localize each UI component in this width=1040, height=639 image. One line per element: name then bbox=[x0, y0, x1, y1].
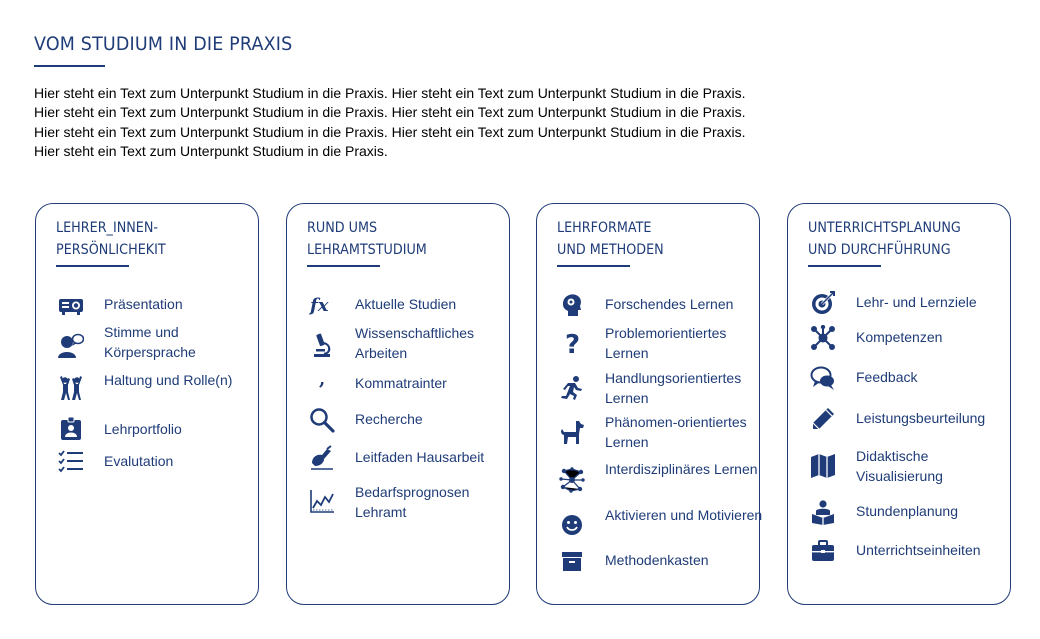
reading-person-icon bbox=[806, 499, 840, 525]
item-label: Problemorientiertes Lernen bbox=[605, 325, 727, 361]
head-gears-icon bbox=[555, 292, 589, 318]
item-label: Stimme und Körpersprache bbox=[104, 324, 196, 360]
card-heading-line: UND DURCHFÜHRUNG bbox=[808, 242, 951, 258]
item-label: Feedback bbox=[856, 369, 918, 385]
item-label: Handlungsorientiertes Lernen bbox=[605, 370, 742, 406]
item-label: Aktivieren und Motivieren bbox=[605, 507, 763, 523]
hub-network-icon bbox=[806, 325, 840, 351]
checklist-icon bbox=[54, 449, 88, 475]
microscope-icon bbox=[305, 333, 339, 359]
item-label: Evalutation bbox=[104, 453, 174, 469]
intro-text: Hier steht ein Text zum Unterpunkt Studi… bbox=[34, 84, 834, 161]
card-heading-line: RUND UMS bbox=[307, 220, 378, 236]
card-heading: LEHRFORMATE UND METHODEN bbox=[557, 217, 664, 261]
card-heading: RUND UMS LEHRAMTSTUDIUM bbox=[307, 217, 427, 261]
intro-line: Hier steht ein Text zum Unterpunkt Studi… bbox=[34, 142, 388, 159]
item-label: Aktuelle Studien bbox=[355, 296, 457, 312]
item-label: Haltung und Rolle(n) bbox=[104, 372, 233, 388]
speaking-person-icon bbox=[54, 332, 88, 358]
running-person-icon bbox=[555, 375, 589, 401]
item-label: Phänomen-orientiertes Lernen bbox=[605, 414, 747, 450]
network-nodes-icon bbox=[555, 467, 589, 493]
item-label: Leitfaden Hausarbeit bbox=[355, 449, 485, 465]
item-label: Kompetenzen bbox=[856, 329, 943, 345]
card-heading-line: LEHRER_INNEN- bbox=[56, 220, 159, 236]
speech-bubbles-icon bbox=[806, 365, 840, 391]
function-fx-icon: fx bbox=[305, 292, 339, 318]
card-heading-underline bbox=[808, 265, 881, 267]
card-heading-line: LEHRAMTSTUDIUM bbox=[307, 242, 427, 258]
item-label: Lehr- und Lernziele bbox=[856, 294, 977, 310]
item-label: Wissenschaftliches Arbeiten bbox=[355, 325, 475, 361]
dog-icon bbox=[555, 419, 589, 445]
item-label: Recherche bbox=[355, 411, 423, 427]
card-lehrer-persoenlichkeit: LEHRER_INNEN- PERSÖNLICHEKIT Präsentatio… bbox=[35, 203, 259, 605]
svg-text:fx: fx bbox=[309, 295, 329, 316]
comma-icon: , bbox=[305, 371, 339, 397]
card-unterrichtsplanung: UNTERRICHTSPLANUNG UND DURCHFÜHRUNG Lehr… bbox=[787, 203, 1011, 605]
intro-line: Hier steht ein Text zum Unterpunkt Studi… bbox=[34, 85, 746, 101]
card-heading: UNTERRICHTSPLANUNG UND DURCHFÜHRUNG bbox=[808, 217, 961, 261]
page-title: VOM STUDIUM IN DIE PRAXIS bbox=[34, 33, 293, 55]
people-cheering-icon bbox=[54, 375, 88, 401]
item-label: Didaktische Visualisierung bbox=[856, 448, 943, 484]
item-label: Methodenkasten bbox=[605, 552, 709, 568]
item-label: Lehrportfolio bbox=[104, 421, 182, 437]
item-label: Bedarfsprognosen Lehramt bbox=[355, 484, 470, 520]
card-heading-underline bbox=[56, 265, 129, 267]
card-heading-line: LEHRFORMATE bbox=[557, 220, 652, 236]
card-rund-ums-lehramtstudium: RUND UMS LEHRAMTSTUDIUM fx Aktuelle Stud… bbox=[286, 203, 510, 605]
item-label: Präsentation bbox=[104, 296, 183, 312]
card-heading-line: UND METHODEN bbox=[557, 242, 664, 258]
card-heading: LEHRER_INNEN- PERSÖNLICHEKIT bbox=[56, 217, 166, 261]
card-heading-underline bbox=[557, 265, 630, 267]
item-label: Kommatrainter bbox=[355, 375, 447, 391]
item-label: Stundenplanung bbox=[856, 503, 958, 519]
card-heading-underline bbox=[307, 265, 380, 267]
pencil-icon bbox=[806, 406, 840, 432]
item-label: Forschendes Lernen bbox=[605, 296, 734, 312]
title-underline bbox=[34, 65, 105, 67]
hand-writing-icon bbox=[305, 445, 339, 471]
folded-map-icon bbox=[806, 453, 840, 479]
svg-text:,: , bbox=[319, 371, 325, 390]
briefcase-icon bbox=[806, 538, 840, 564]
archive-box-icon bbox=[555, 548, 589, 574]
intro-line: Hier steht ein Text zum Unterpunkt Studi… bbox=[34, 104, 746, 121]
card-heading-line: UNTERRICHTSPLANUNG bbox=[808, 220, 961, 236]
item-label: Leistungsbeurteilung bbox=[856, 410, 986, 426]
intro-line: Hier steht ein Text zum Unterpunkt Studi… bbox=[34, 123, 746, 140]
question-mark-icon: ? bbox=[555, 330, 589, 356]
card-lehrformate-und-methoden: LEHRFORMATE UND METHODEN Forschendes Ler… bbox=[536, 203, 762, 605]
smiley-icon bbox=[555, 512, 589, 538]
line-chart-icon bbox=[305, 488, 339, 514]
item-label: Interdisziplinäres Lernen bbox=[605, 461, 758, 477]
svg-text:?: ? bbox=[565, 330, 580, 356]
item-label: Unterrichtseinheiten bbox=[856, 542, 981, 558]
id-badge-icon bbox=[54, 416, 88, 442]
projector-icon bbox=[54, 292, 88, 318]
magnifier-icon bbox=[305, 407, 339, 433]
card-heading-line: PERSÖNLICHEKIT bbox=[56, 242, 166, 258]
target-icon bbox=[806, 290, 840, 316]
